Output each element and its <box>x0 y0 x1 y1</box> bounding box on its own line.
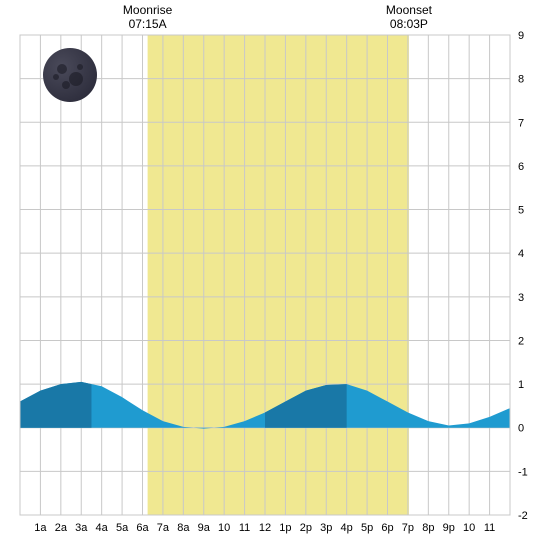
x-tick-label: 9a <box>198 522 211 534</box>
grid <box>20 35 510 515</box>
daylight-band <box>148 35 409 515</box>
x-tick-label: 5a <box>116 522 129 534</box>
x-tick-label: 6p <box>381 522 393 534</box>
moonrise-label: Moonrise <box>123 3 173 17</box>
tide-area-dark-0 <box>20 382 91 428</box>
y-tick-label: 3 <box>518 292 524 304</box>
x-tick-label: 11 <box>484 522 495 534</box>
x-tick-label: 1p <box>279 522 291 534</box>
y-tick-label: 9 <box>518 30 524 42</box>
y-tick-label: 5 <box>518 205 524 217</box>
x-tick-label: 10 <box>463 522 475 534</box>
y-tick-label: 4 <box>518 248 524 260</box>
x-tick-label: 12 <box>259 522 271 534</box>
y-tick-label: 7 <box>518 117 524 129</box>
x-tick-label: 11 <box>239 522 250 534</box>
x-tick-label: 9p <box>443 522 455 534</box>
y-tick-label: 1 <box>518 379 524 391</box>
x-tick-label: 10 <box>218 522 230 534</box>
y-tick-label: 6 <box>518 161 524 173</box>
y-tick-label: 2 <box>518 335 524 347</box>
moonrise-time: 07:15A <box>129 17 167 31</box>
x-tick-label: 4a <box>96 522 109 534</box>
x-tick-label: 8p <box>422 522 434 534</box>
y-tick-label: 8 <box>518 74 524 86</box>
moonset-label: Moonset <box>386 3 433 17</box>
x-tick-label: 2p <box>300 522 312 534</box>
x-tick-label: 1a <box>34 522 47 534</box>
x-tick-label: 6a <box>136 522 149 534</box>
chart-svg: -2-101234567891a2a3a4a5a6a7a8a9a1011121p… <box>0 0 550 550</box>
x-tick-label: 5p <box>361 522 373 534</box>
moonset-time: 08:03P <box>390 17 428 31</box>
x-tick-label: 7a <box>157 522 170 534</box>
x-tick-label: 3p <box>320 522 332 534</box>
moon-icon <box>43 48 97 102</box>
y-tick-label: -2 <box>518 510 528 522</box>
x-tick-label: 8a <box>177 522 190 534</box>
y-tick-label: 0 <box>518 423 524 435</box>
tide-chart: -2-101234567891a2a3a4a5a6a7a8a9a1011121p… <box>0 0 550 550</box>
x-tick-label: 3a <box>75 522 88 534</box>
x-tick-label: 2a <box>55 522 68 534</box>
x-tick-label: 7p <box>402 522 414 534</box>
x-tick-label: 4p <box>341 522 353 534</box>
y-tick-label: -1 <box>518 466 528 478</box>
